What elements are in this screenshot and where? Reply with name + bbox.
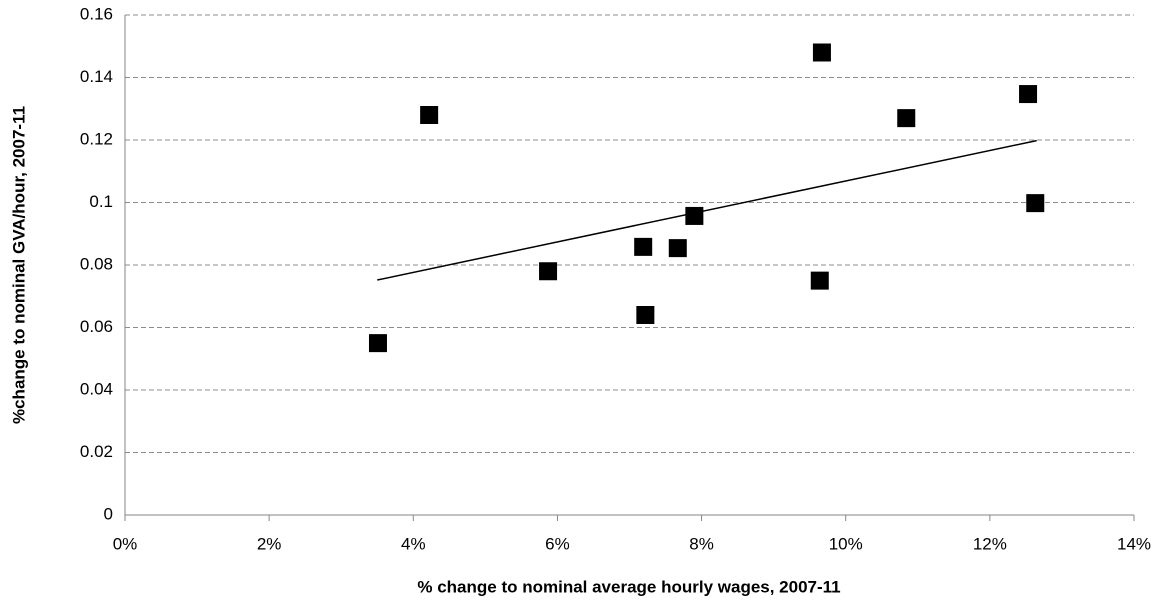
point [634,237,653,256]
point [1019,85,1038,104]
y-tick-label: 0.04 [80,379,113,398]
x-tick-label: 6% [545,534,570,553]
point [897,109,916,128]
x-tick-label: 14% [1117,534,1151,553]
point [420,106,439,124]
x-tick-label: 12% [973,534,1007,553]
y-tick-label: 0.16 [80,4,113,23]
trendline [377,139,1037,281]
y-tick-label: 0.1 [89,192,113,211]
x-tick-label: 8% [689,534,714,553]
x-tick-label: 2% [257,534,282,553]
y-tick-label: 0.08 [80,254,113,273]
x-tick-label: 10% [829,534,863,553]
point [539,262,558,281]
y-tick-label: 0.12 [80,129,113,148]
x-tick-label: 0% [113,534,138,553]
point [636,306,655,324]
point [685,206,704,225]
point [668,239,687,258]
point [1026,194,1045,213]
y-axis-title: %change to nominal GVA/hour, 2007-11 [9,106,28,424]
point [368,334,387,353]
point [810,271,829,290]
point [812,43,831,62]
y-tick-label: 0.06 [80,317,113,336]
y-tick-label: 0.02 [80,442,113,461]
y-tick-label: 0 [104,504,113,523]
x-tick-label: 4% [401,534,426,553]
x-axis-title: % change to nominal average hourly wages… [417,577,840,596]
y-tick-label: 0.14 [80,67,113,86]
